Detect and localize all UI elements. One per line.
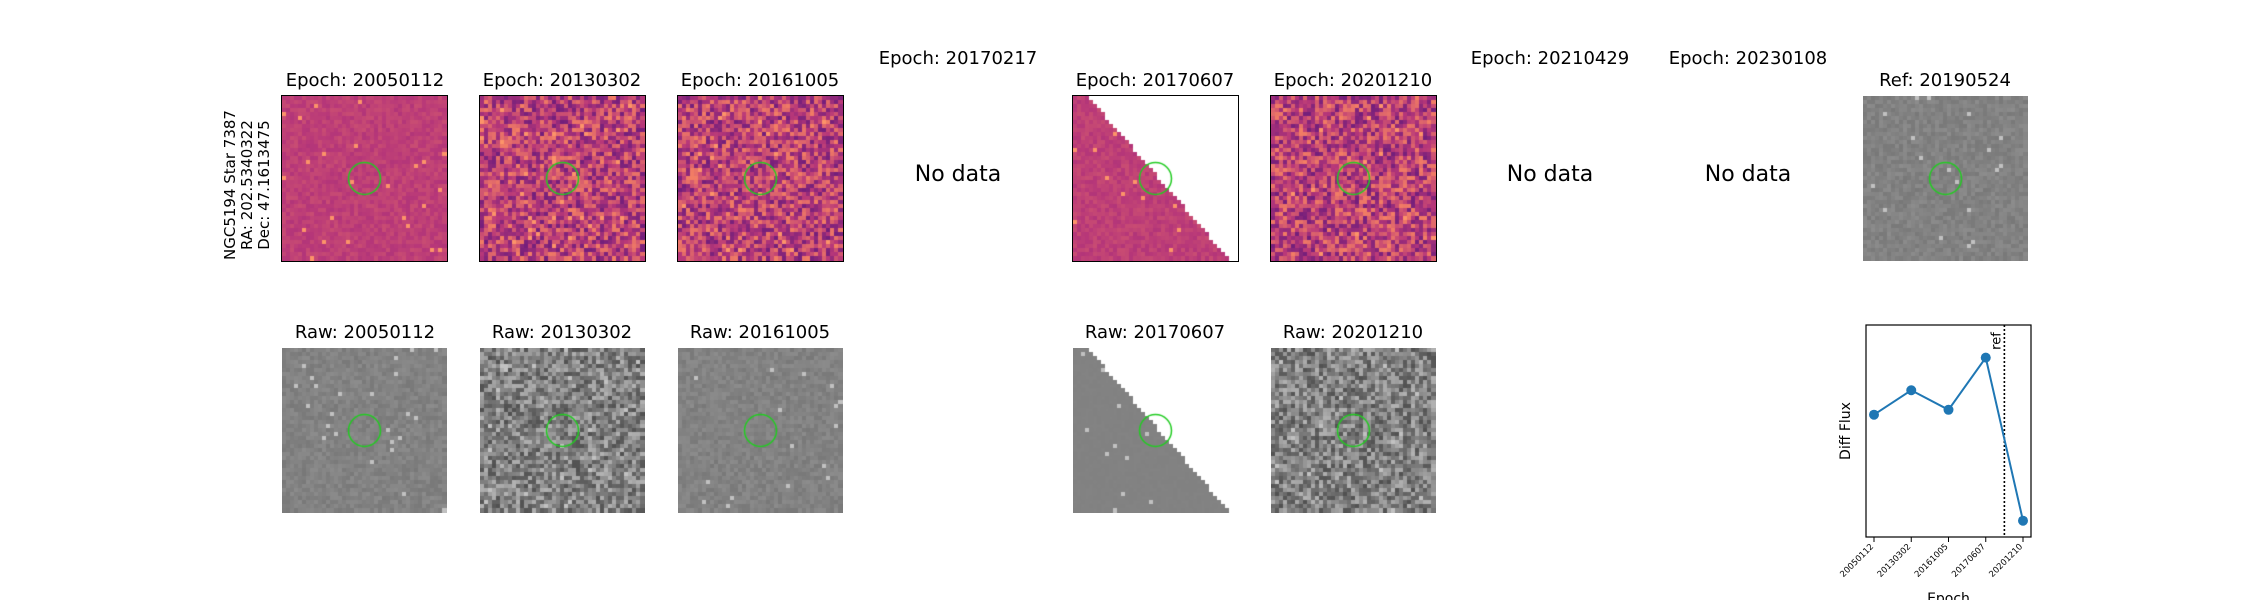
raw-image-2	[480, 348, 645, 513]
object-ra: RA: 202.5340322	[238, 120, 256, 250]
raw-title-4: Raw: 20170607	[1084, 322, 1226, 343]
data-point	[2018, 515, 2028, 526]
raw-image-5	[1271, 348, 1436, 513]
object-dec: Dec: 47.1613475	[255, 120, 273, 250]
x-axis-label: Epoch	[1927, 591, 1970, 600]
light-curve-chart: 20050112 20130302 20161005 20170607 20201210…	[1838, 324, 2032, 600]
data-point	[1943, 404, 1954, 415]
diff-title-4: Epoch: 20170217	[878, 48, 1038, 69]
raw-title-3: Raw: 20161005	[689, 322, 831, 343]
ref-image	[1863, 96, 2028, 261]
no-data-label-8: No data	[1704, 162, 1792, 187]
ref-line-label: ref	[1989, 332, 2004, 350]
x-tick-label: 20130302	[1876, 542, 1914, 580]
no-data-label-7: No data	[1506, 162, 1594, 187]
diff-image-6	[1270, 95, 1437, 262]
diff-title-1: Epoch: 20050112	[285, 70, 445, 91]
diff-image-2	[479, 95, 646, 262]
data-point	[1980, 352, 1991, 363]
diff-image-5	[1072, 95, 1239, 262]
raw-image-3	[678, 348, 843, 513]
raw-title-1: Raw: 20050112	[294, 322, 436, 343]
diff-image-3	[677, 95, 844, 262]
x-tick-label: 20050112	[1838, 542, 1876, 580]
series-line	[1873, 355, 2024, 521]
no-data-label-4: No data	[914, 162, 1002, 187]
diff-image-1	[281, 95, 448, 262]
object-name: NGC5194 Star 7387	[221, 110, 239, 260]
diff-title-5: Epoch: 20170607	[1075, 70, 1235, 91]
data-point	[1906, 385, 1917, 396]
data-point	[1869, 409, 1879, 420]
x-tick-label: 20161005	[1913, 542, 1951, 580]
raw-image-1	[282, 348, 447, 513]
raw-title-2: Raw: 20130302	[491, 322, 633, 343]
diff-title-8: Epoch: 20230108	[1668, 48, 1828, 69]
object-label: NGC5194 Star 7387 RA: 202.5340322 Dec: 4…	[221, 110, 273, 260]
raw-image-4	[1073, 348, 1238, 513]
plot-frame	[1865, 324, 2032, 538]
diff-title-3: Epoch: 20161005	[680, 70, 840, 91]
diff-title-7: Epoch: 20210429	[1470, 48, 1630, 69]
diff-title-6: Epoch: 20201210	[1273, 70, 1433, 91]
raw-title-5: Raw: 20201210	[1282, 322, 1424, 343]
ref-title: Ref: 20190524	[1879, 70, 2011, 91]
x-tick-label: 20201210	[1987, 542, 2025, 580]
x-tick-label: 20170607	[1950, 542, 1988, 580]
y-axis-label: Diff Flux	[1838, 402, 1854, 460]
diff-title-2: Epoch: 20130302	[482, 70, 642, 91]
